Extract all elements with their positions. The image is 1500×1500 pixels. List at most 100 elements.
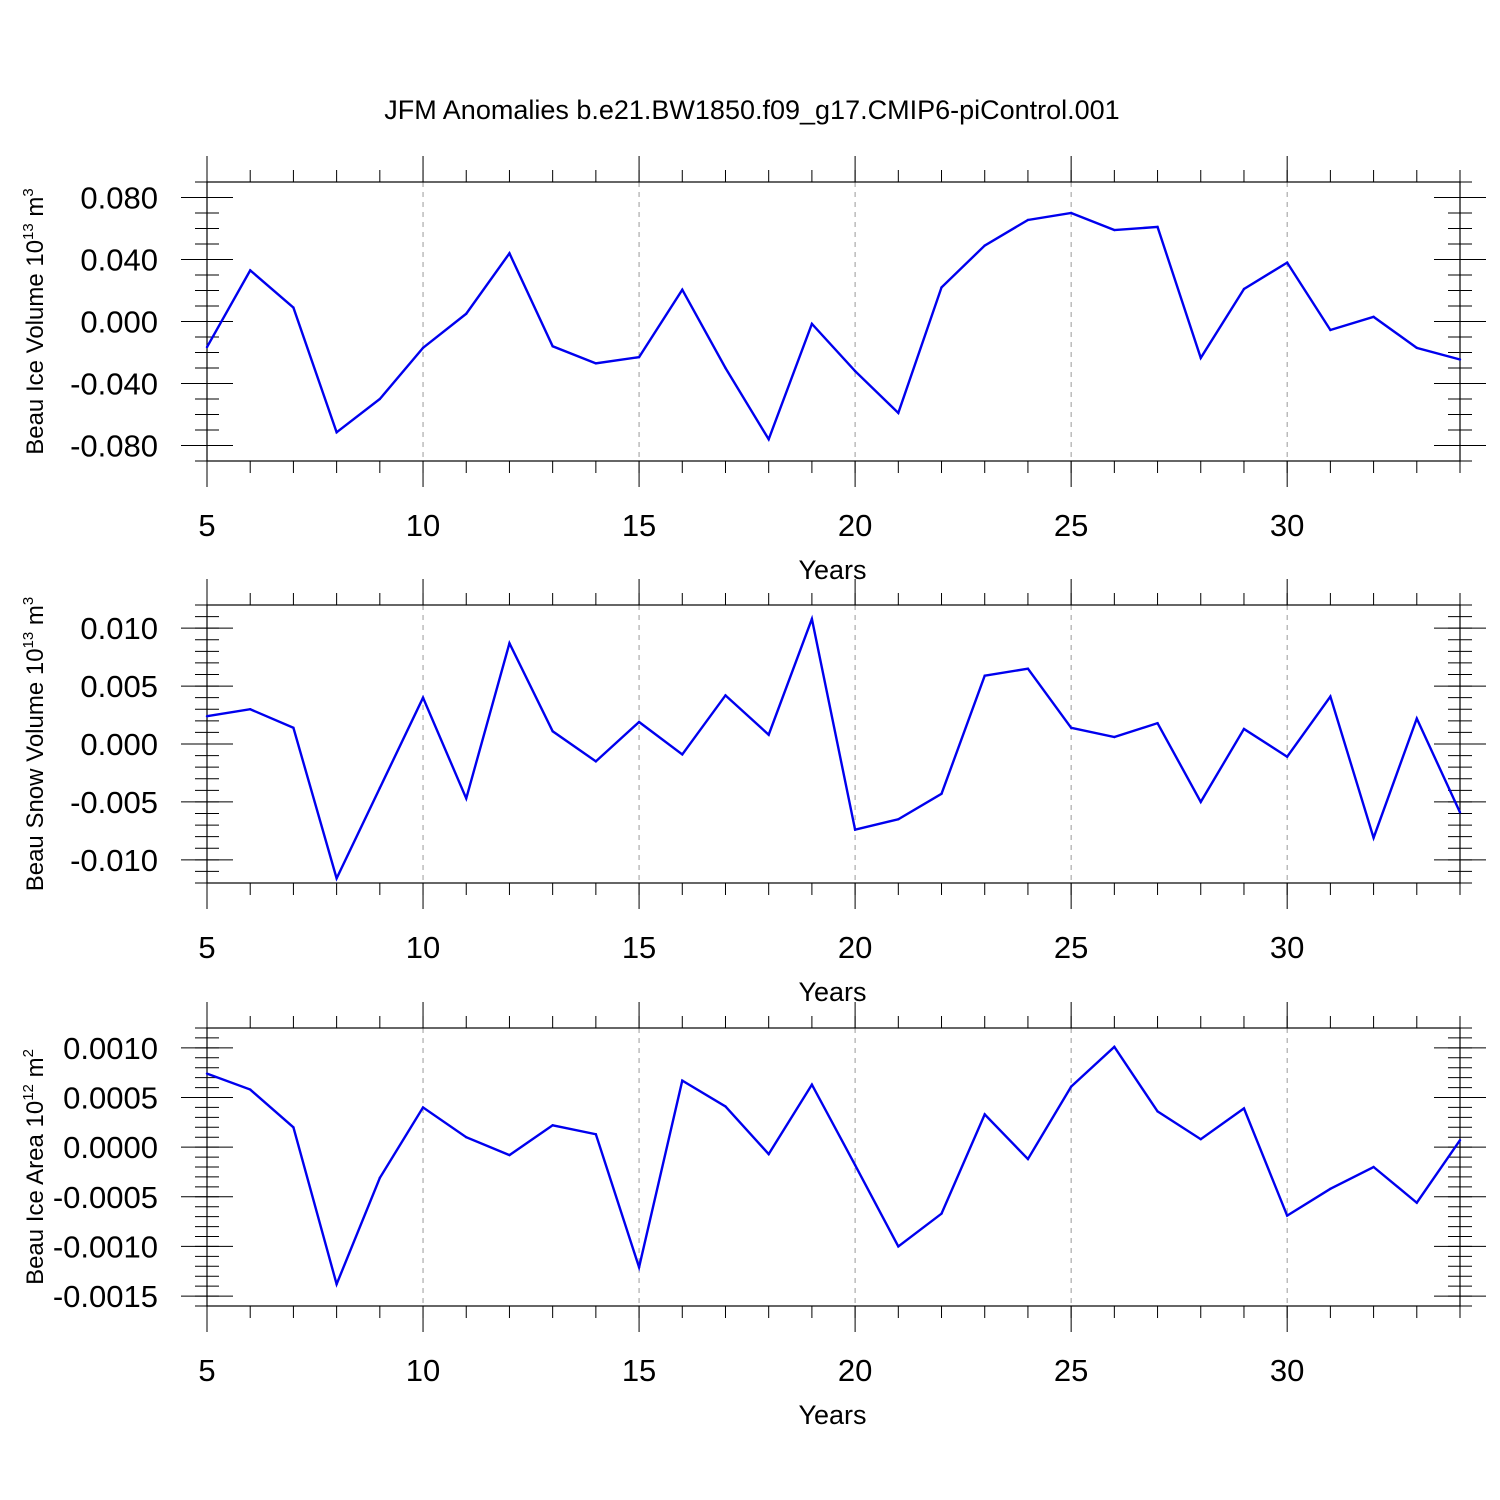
y-axis-label-unit: m [22,605,49,632]
data-point [1285,755,1289,758]
data-point [1329,328,1332,332]
x-tick-label: 15 [622,930,656,965]
data-point [1069,211,1073,215]
y-tick-label: 0.0005 [63,1081,158,1116]
x-tick-label: 5 [198,508,215,543]
y-tick-label: -0.005 [70,785,158,820]
data-point [1156,721,1159,725]
y-axis-label: Beau Ice Volume 1013 m3 [20,188,49,455]
data-point [767,438,770,441]
data-point [465,1136,468,1139]
data-point [1329,695,1332,698]
y-axis-label: Beau Ice Area 1012 m2 [20,1049,49,1285]
data-point [205,345,209,349]
data-point [1069,726,1073,729]
data-point [205,715,209,718]
data-point [1113,228,1116,232]
data-point [1156,225,1159,229]
data-point [1113,735,1116,739]
x-tick-label: 25 [1054,930,1088,965]
panel-2: 5 10 15 20 25 30 0.010 0.005 0.000 -0.005 -0.010 Ye… [20,579,1486,1007]
data-point [1458,811,1462,814]
data-points [205,617,1462,880]
x-axis-label: Years [798,977,866,1007]
data-point [378,1176,382,1180]
data-point [292,1126,295,1129]
data-point [681,1079,684,1082]
data-point [637,1266,641,1269]
data-point [465,797,468,800]
data-point [421,346,425,350]
data-point [681,753,684,756]
chart-title: JFM Anomalies b.e21.BW1850.f09_g17.CMIP6… [384,95,1119,125]
x-tick-label: 25 [1054,1353,1088,1388]
data-point [681,288,684,291]
x-tick-label: 20 [838,930,872,965]
data-point [335,877,338,880]
y-tick-label: -0.0005 [53,1180,158,1215]
data-point [1415,346,1418,350]
data-point [637,720,641,724]
panel-3: 5 10 15 20 25 30 0.0010 0.0005 0.0000 -0.0005 -0.0… [20,1002,1486,1430]
data-point [853,1163,857,1167]
data-point [897,818,900,821]
y-tick-label: -0.040 [70,367,158,402]
x-tick-label: 10 [406,930,440,965]
data-point [1285,261,1289,264]
y-axis-label-unit-exponent: 3 [20,188,37,196]
series-line [206,1045,1461,1288]
data-point [551,1124,554,1127]
panel-1: 5 10 15 20 25 30 0.080 0.040 0.000 -0.040 -0.080 Ye… [20,156,1486,585]
data-point [1026,1157,1030,1161]
data-point [724,366,727,370]
data-point [1026,667,1030,670]
y-tick-label: 0.040 [80,243,158,278]
x-tick-label: 10 [406,1353,440,1388]
data-point [1199,1138,1202,1141]
y-axis-label-text: Beau Ice Volume 10 [22,240,49,455]
data-point [637,355,641,359]
y-minor-ticks [195,181,1472,462]
data-point [940,1212,943,1215]
data-point [335,431,338,434]
data-point [983,674,986,677]
y-tick-label: 0.005 [80,669,158,704]
y-axis-label-text: Beau Snow Volume 10 [22,648,49,891]
y-axis-label-exponent: 12 [20,1084,37,1101]
data-point [1199,356,1202,360]
series-line [206,614,1462,882]
panels: 5 10 15 20 25 300.0800.0400.000-0.040-0.080Ye… [20,156,1486,1430]
data-point [1199,800,1202,804]
data-point [1415,717,1418,720]
x-axis-label: Years [798,1400,866,1430]
data-point [551,345,554,348]
data-point [508,252,511,255]
y-tick-label: -0.080 [70,429,158,464]
x-tick-label: 5 [198,1353,215,1388]
data-point [249,269,252,272]
y-tick-label: 0.0010 [63,1031,158,1066]
data-point [421,1106,425,1109]
data-point [1458,358,1462,361]
y-axis-label-unit: m [22,1057,49,1084]
data-point [1026,218,1030,222]
y-tick-label: 0.010 [80,611,158,646]
data-point [853,828,857,831]
data-point [767,1152,770,1156]
y-tick-label: 0.000 [80,305,158,340]
data-point [1372,836,1375,840]
y-tick-label: -0.010 [70,843,158,878]
x-minor-ticks [206,1016,1461,1318]
data-point [292,726,295,729]
x-tick-label: 20 [838,1353,872,1388]
data-point [205,1072,209,1075]
series-line [205,211,1461,443]
data-point [983,1113,986,1116]
x-tick-label: 20 [838,508,872,543]
data-points [205,1045,1462,1286]
data-point [1113,1045,1116,1049]
data-point [508,642,511,645]
x-tick-label: 30 [1270,1353,1304,1388]
data-point [897,1245,900,1248]
